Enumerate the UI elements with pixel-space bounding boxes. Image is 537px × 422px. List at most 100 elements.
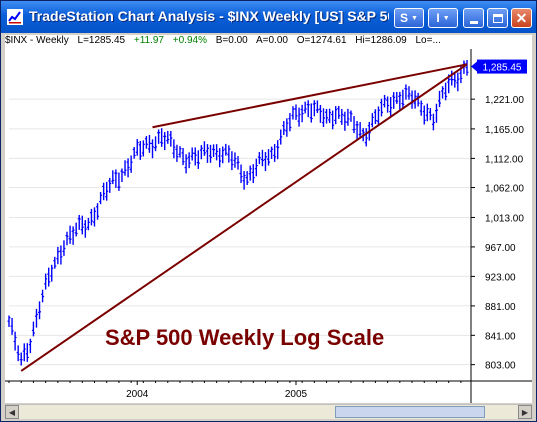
ohlc-bar (337, 105, 341, 119)
ohlc-bar (315, 100, 319, 114)
scroll-left-button[interactable]: ◀ (5, 405, 19, 419)
ohlc-bar (398, 91, 402, 110)
ohlc-bar (184, 154, 188, 174)
ohlc-bar (306, 100, 310, 118)
ohlc-bar (13, 331, 17, 351)
insert-menu-button[interactable]: I ▼ (428, 8, 458, 28)
ohlc-bar (172, 139, 176, 159)
arrow-right-icon: ▶ (521, 407, 529, 417)
ohlc-bar (346, 108, 350, 126)
ohlc-bar (38, 301, 42, 320)
ohlc-bar (59, 245, 63, 265)
ohlc-bar (328, 108, 332, 124)
status-line: $INX - Weekly L=1285.45 +11.97 +0.94% B=… (5, 35, 532, 49)
maximize-icon (492, 13, 503, 23)
ohlc-bar (163, 132, 167, 151)
close-icon: ✕ (515, 10, 528, 26)
ohlc-bar (50, 264, 54, 282)
ohlc-bar (389, 97, 393, 117)
ohlc-bar (102, 182, 106, 201)
ohlc-bar (123, 160, 127, 176)
ohlc-bar (419, 100, 423, 116)
net-change: +11.97 (133, 35, 164, 46)
ohlc-bar (401, 89, 405, 109)
x-axis: 2004 2005 (8, 381, 462, 400)
ohlc-bar (83, 220, 87, 238)
ohlc-bar (318, 105, 322, 123)
y-tick-label: 967.00 (485, 243, 516, 254)
ohlc-bar (288, 113, 292, 132)
last-price-marker: 1,285.45 (471, 59, 527, 74)
ohlc-bar (407, 86, 411, 100)
ohlc-bar (147, 134, 151, 153)
ohlc-bar (349, 110, 353, 122)
ohlc-bar (434, 103, 438, 123)
ohlc-bar (456, 72, 460, 92)
ohlc-bar (270, 146, 274, 159)
horizontal-scrollbar[interactable]: ◀ ▶ (5, 404, 532, 419)
ohlc-bar (71, 226, 75, 245)
ohlc-bar (395, 92, 399, 104)
ohlc-bar (291, 106, 295, 120)
minimize-icon (469, 20, 478, 24)
low-price: Lo=... (415, 35, 441, 46)
ohlc-bar (428, 108, 432, 121)
high-price: Hi=1286.09 (355, 35, 407, 46)
ohlc-bar (309, 103, 313, 123)
ohlc-bar (404, 84, 408, 100)
ohlc-bar (126, 158, 130, 178)
close-button[interactable]: ✕ (511, 8, 532, 28)
ohlc-bar (25, 343, 29, 362)
ohlc-bar (114, 169, 118, 188)
ohlc-bar (236, 156, 240, 170)
ohlc-bar (138, 140, 142, 160)
y-tick-label: 841.00 (485, 331, 516, 342)
ohlc-bar (31, 321, 35, 337)
y-axis: 1,221.00 1,165.00 1,112.00 1,062.00 1,013.00… (471, 95, 524, 372)
ohlc-bar (129, 155, 133, 173)
ohlc-bar (352, 116, 356, 134)
ohlc-bar (334, 106, 338, 125)
price-chart[interactable]: 1,221.00 1,165.00 1,112.00 1,062.00 1,013.00… (5, 35, 532, 403)
ohlc-bar (386, 96, 390, 113)
ohlc-bar (297, 107, 301, 127)
ohlc-bar (209, 144, 213, 163)
ohlc-bar (44, 273, 48, 290)
ohlc-bar (267, 149, 271, 166)
ohlc-bar (205, 144, 209, 163)
ohlc-bar (178, 146, 182, 158)
trendline-upper[interactable] (152, 63, 468, 129)
ohlc-bar (380, 98, 384, 117)
minimize-button[interactable] (463, 8, 484, 28)
ohlc-bar (425, 103, 429, 122)
ohlc-bar (141, 140, 145, 157)
ohlc-bar (282, 121, 286, 135)
trendline-lower[interactable] (20, 63, 468, 372)
symbol-menu-button[interactable]: S ▼ (394, 8, 424, 28)
scroll-right-button[interactable]: ▶ (518, 405, 532, 419)
y-tick-label: 803.00 (485, 361, 516, 372)
title-bar[interactable]: TradeStation Chart Analysis - $INX Weekl… (1, 1, 536, 33)
ohlc-bar (169, 130, 173, 147)
scroll-thumb[interactable] (335, 406, 485, 418)
last-price: L=1285.45 (77, 35, 126, 46)
ohlc-bar (157, 129, 161, 144)
ohlc-bar (257, 152, 261, 165)
ohlc-bar (260, 149, 264, 167)
ohlc-bar (10, 317, 14, 335)
y-tick-label: 1,112.00 (485, 154, 524, 165)
maximize-button[interactable] (487, 8, 508, 28)
ohlc-bar (392, 92, 396, 109)
ohlc-bar (230, 151, 234, 171)
last-price-label: 1,285.45 (483, 63, 522, 74)
ohlc-bar (465, 60, 469, 76)
ohlc-bar (190, 147, 194, 161)
bid-price: B=0.00 (215, 35, 248, 46)
last-price-box (477, 59, 527, 74)
symbol-menu-label: S (400, 11, 409, 25)
ohlc-bar (77, 214, 81, 230)
chart-area[interactable]: $INX - Weekly L=1285.45 +11.97 +0.94% B=… (5, 35, 532, 403)
ohlc-bar (279, 129, 283, 145)
ohlc-bar (105, 181, 109, 201)
ohlc-bar (96, 203, 100, 220)
